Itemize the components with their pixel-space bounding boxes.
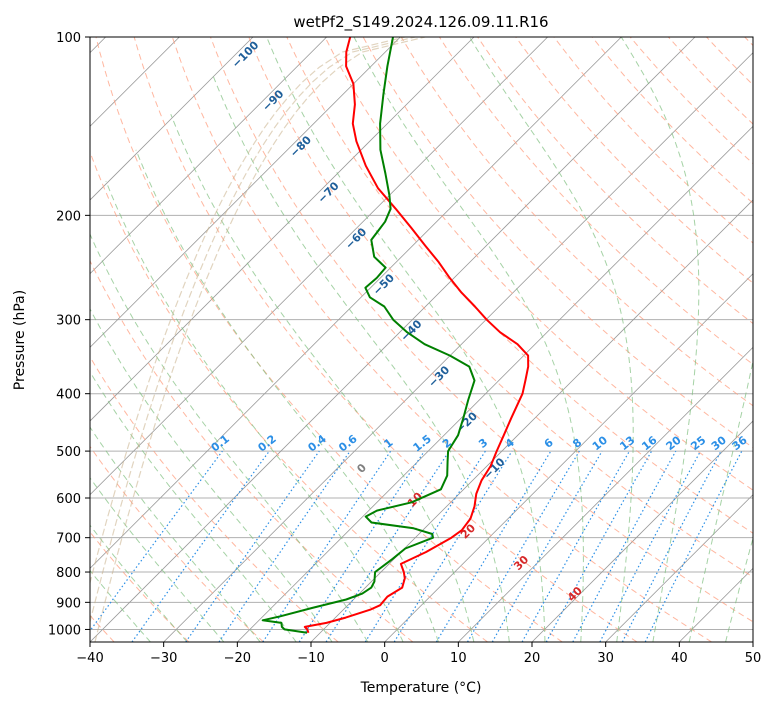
x-tick-label: −40 [76, 651, 103, 666]
moist-adiabat [90, 476, 225, 642]
moist-adiabat [90, 569, 151, 642]
dry-adiabat [210, 37, 753, 623]
isotherm-line [163, 52, 753, 642]
mixing-ratio-line [131, 450, 270, 642]
moist-adiabat [90, 426, 261, 642]
isotherm-line [531, 420, 753, 642]
axis-ticks: −40 −30 −20 −10 0 10 20 30 40 50 100 200 300 400 500 60… [48, 31, 761, 666]
isotherm-line [237, 125, 753, 642]
moist-adiabat [725, 536, 753, 642]
isotherm-line [458, 346, 753, 642]
mixing-ratio-line [521, 450, 631, 642]
y-tick-label: 500 [56, 445, 81, 460]
moist-adiabat [688, 358, 753, 642]
mixing-ratio-line [364, 450, 486, 642]
moist-adiabat [170, 114, 475, 642]
x-tick-label: 30 [597, 651, 614, 666]
mixing-ratio-line [466, 450, 580, 642]
mixing-ratio-line [218, 450, 351, 642]
skewed-isotherms [90, 37, 753, 642]
dry-adiabat [477, 37, 753, 325]
y-tick-label: 900 [56, 596, 81, 611]
dry-adiabat [591, 37, 753, 204]
chart-title: wetPf2_S149.2024.126.09.11.R16 [293, 13, 548, 32]
moist-adiabat [353, 37, 584, 642]
dry-adiabat [248, 37, 753, 578]
isotherm-line [384, 273, 753, 642]
dry-adiabat [400, 37, 753, 407]
dry-adiabat [90, 445, 264, 642]
x-tick-label: −10 [297, 651, 324, 666]
dewpoint-profile-line [261, 37, 476, 634]
moist-adiabat [620, 37, 700, 642]
mixing-ratio-line [545, 450, 653, 642]
theta-e-curve [90, 37, 406, 586]
mixing-ratio-line [325, 450, 450, 642]
moist-adiabat [90, 232, 369, 642]
dry-adiabats [90, 37, 753, 642]
y-tick-label: 100 [56, 31, 81, 46]
y-axis-label: Pressure (hPa) [12, 290, 28, 390]
y-tick-label: 600 [56, 492, 81, 507]
x-tick-label: 20 [524, 651, 541, 666]
x-tick-label: 0 [381, 651, 389, 666]
plot-area: 0.1 0.2 0.4 0.6 1 1.5 2 3 4 6 8 10 13 16 20 25 30 36−100−… [90, 37, 753, 642]
y-tick-label: 300 [56, 314, 81, 329]
dry-adiabat [90, 259, 414, 642]
dry-adiabat [515, 37, 753, 284]
x-tick-label: 50 [745, 651, 762, 666]
isotherm-line [90, 37, 475, 422]
y-tick-label: 1000 [48, 623, 81, 638]
isotherm-line [90, 37, 327, 275]
dry-adiabat [629, 37, 753, 165]
x-tick-label: −30 [150, 651, 177, 666]
mixing-ratio-line [90, 450, 223, 632]
isotherm-line [90, 37, 696, 642]
dry-adiabat [171, 37, 712, 642]
dry-adiabat [95, 37, 563, 642]
moist-adiabat [90, 370, 297, 642]
profile-series [261, 37, 530, 634]
moist-adiabat [105, 180, 404, 642]
moist-adiabat [211, 72, 510, 642]
x-tick-label: −20 [224, 651, 251, 666]
moist-adiabat [135, 149, 439, 642]
mixing-ratio-line [491, 450, 603, 642]
isotherm-line [90, 37, 401, 348]
temperature-profile-line [303, 37, 530, 634]
dry-adiabat [324, 37, 753, 491]
dry-adiabat [133, 37, 638, 642]
mixing-ratio-line [185, 450, 320, 642]
y-tick-label: 800 [56, 566, 81, 581]
mixing-ratio-line [393, 450, 513, 642]
x-tick-label: 10 [450, 651, 467, 666]
pressure-gridlines [90, 37, 753, 630]
x-axis-label: Temperature (°C) [360, 680, 482, 696]
moist-adiabat [266, 37, 546, 642]
moist-adiabat [90, 308, 333, 642]
y-tick-label: 400 [56, 388, 81, 403]
mixing-ratio-lines [90, 450, 743, 642]
mixing-ratio-line [435, 450, 552, 642]
y-tick-label: 200 [56, 209, 81, 224]
dry-adiabat [362, 37, 753, 449]
moist-adiabat [90, 524, 188, 642]
isotherm-line [90, 37, 622, 569]
plot-frame [89, 36, 754, 643]
mixing-ratio-line [572, 450, 677, 642]
theta-e-curve [94, 37, 426, 642]
y-tick-label: 700 [56, 532, 81, 547]
theta-e-curve [90, 37, 416, 625]
theta-e-curves [90, 37, 426, 642]
isotherm-line [605, 494, 753, 642]
x-tick-label: 40 [671, 651, 688, 666]
isotherm-line [90, 37, 548, 496]
isotherm-line [90, 37, 254, 201]
